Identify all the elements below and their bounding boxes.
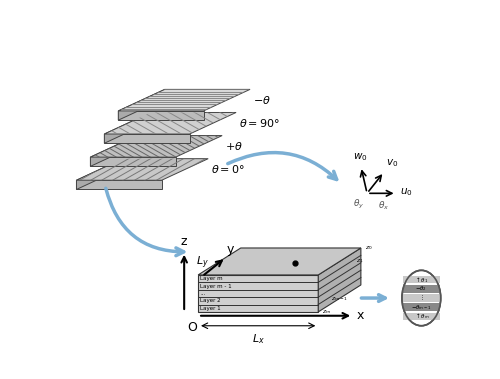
Polygon shape: [90, 157, 176, 166]
Polygon shape: [104, 134, 190, 143]
Text: $\vdots$: $\vdots$: [419, 294, 424, 302]
Text: $\theta_x$: $\theta_x$: [378, 199, 390, 212]
Text: Layer m: Layer m: [200, 276, 223, 281]
Bar: [402, 276, 440, 283]
Text: ...: ...: [200, 291, 205, 296]
Ellipse shape: [402, 270, 440, 326]
Text: $+\theta$: $+\theta$: [225, 140, 243, 152]
Polygon shape: [198, 275, 318, 312]
Text: $\theta_y$: $\theta_y$: [353, 198, 364, 211]
Text: $\uparrow\theta_m$: $\uparrow\theta_m$: [414, 312, 429, 321]
Text: $z_m$: $z_m$: [322, 308, 332, 316]
Text: $z_0$: $z_0$: [365, 244, 372, 252]
Text: O: O: [187, 321, 197, 334]
Text: $L_y$: $L_y$: [196, 254, 208, 271]
Polygon shape: [118, 89, 250, 111]
Text: $\theta = 0°$: $\theta = 0°$: [212, 163, 246, 175]
Text: $v_0$: $v_0$: [386, 157, 398, 169]
Polygon shape: [76, 159, 123, 190]
Bar: [402, 303, 440, 311]
Text: $L_x$: $L_x$: [252, 332, 264, 346]
Polygon shape: [76, 180, 162, 190]
Polygon shape: [318, 248, 361, 312]
Text: Layer 2: Layer 2: [200, 298, 221, 303]
Polygon shape: [104, 113, 236, 134]
Text: Layer m - 1: Layer m - 1: [200, 283, 232, 288]
Polygon shape: [90, 136, 222, 157]
Text: $w_0$: $w_0$: [353, 151, 368, 163]
Polygon shape: [104, 113, 151, 143]
Polygon shape: [118, 111, 204, 120]
Polygon shape: [198, 248, 361, 275]
Bar: [402, 294, 440, 302]
FancyArrowPatch shape: [106, 188, 184, 256]
FancyArrowPatch shape: [228, 153, 336, 180]
Text: z: z: [181, 235, 188, 248]
FancyArrowPatch shape: [362, 295, 385, 301]
Text: $-\theta$: $-\theta$: [253, 94, 271, 106]
Text: $\uparrow\theta_1$: $\uparrow\theta_1$: [414, 275, 428, 285]
Polygon shape: [118, 89, 165, 120]
Text: $z_{m-1}$: $z_{m-1}$: [330, 295, 348, 303]
Text: $\theta = 90°$: $\theta = 90°$: [239, 117, 281, 129]
Text: y: y: [227, 243, 234, 255]
Text: $-\theta_2$: $-\theta_2$: [416, 284, 428, 293]
Text: $u_0$: $u_0$: [400, 186, 412, 199]
Text: $z_1$: $z_1$: [356, 257, 364, 265]
Bar: [402, 313, 440, 321]
Text: $-\theta_{m-1}$: $-\theta_{m-1}$: [411, 303, 432, 312]
Bar: [402, 285, 440, 293]
Polygon shape: [76, 159, 208, 180]
Text: x: x: [357, 309, 364, 322]
Polygon shape: [90, 136, 137, 166]
Text: Layer 1: Layer 1: [200, 306, 221, 311]
